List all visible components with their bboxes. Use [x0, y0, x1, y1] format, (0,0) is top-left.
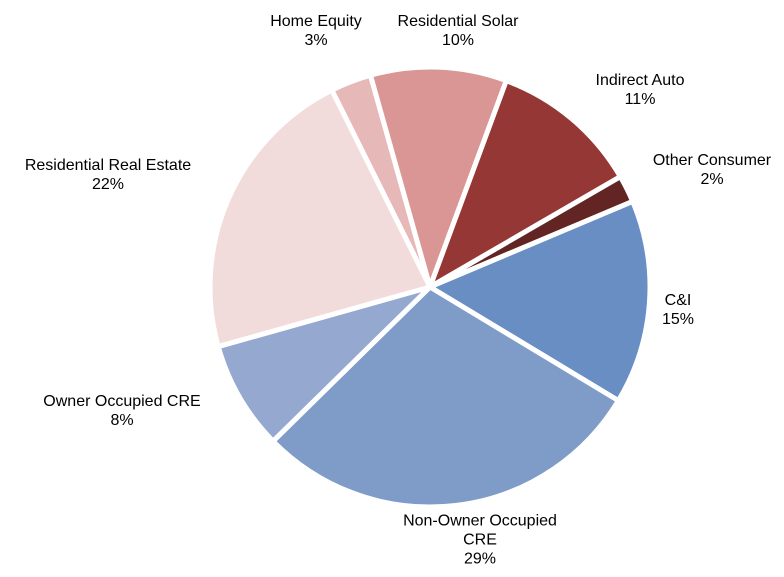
label-text: 3%: [304, 32, 328, 49]
pie-slice: [207, 87, 433, 350]
slice-label: Owner Occupied CRE 8%: [12, 392, 232, 430]
label-text: 11%: [624, 91, 656, 108]
label-text: Non-Owner Occupied CRE: [403, 512, 557, 549]
pie-slice: [367, 64, 509, 290]
label-text: 22%: [91, 176, 125, 193]
slice-label: C&I 15%: [638, 291, 718, 329]
label-text: Residential Solar: [397, 13, 519, 30]
slice-label: Home Equity 3%: [246, 12, 386, 50]
label-text: 10%: [441, 32, 475, 49]
label-text: Home Equity: [270, 13, 362, 30]
slice-label: Other Consumer 2%: [632, 151, 784, 189]
label-text: 15%: [661, 311, 695, 328]
label-text: 8%: [110, 412, 134, 429]
pie-slice: [270, 284, 621, 510]
label-text: Residential Real Estate: [24, 157, 192, 174]
label-text: 2%: [700, 171, 724, 188]
label-text: C&I: [664, 292, 692, 309]
slice-label: Residential Real Estate 22%: [0, 156, 218, 194]
slice-label: Non-Owner Occupied CRE 29%: [390, 512, 570, 569]
label-text: Owner Occupied CRE: [43, 393, 201, 410]
label-text: 29%: [463, 550, 497, 568]
slice-label: Residential Solar 10%: [378, 12, 538, 50]
label-text: Other Consumer: [652, 152, 772, 169]
slice-label: Indirect Auto 11%: [570, 71, 710, 109]
pie-slice: [427, 78, 623, 290]
label-text: Indirect Auto: [595, 72, 685, 89]
pie-slice: [427, 198, 653, 404]
